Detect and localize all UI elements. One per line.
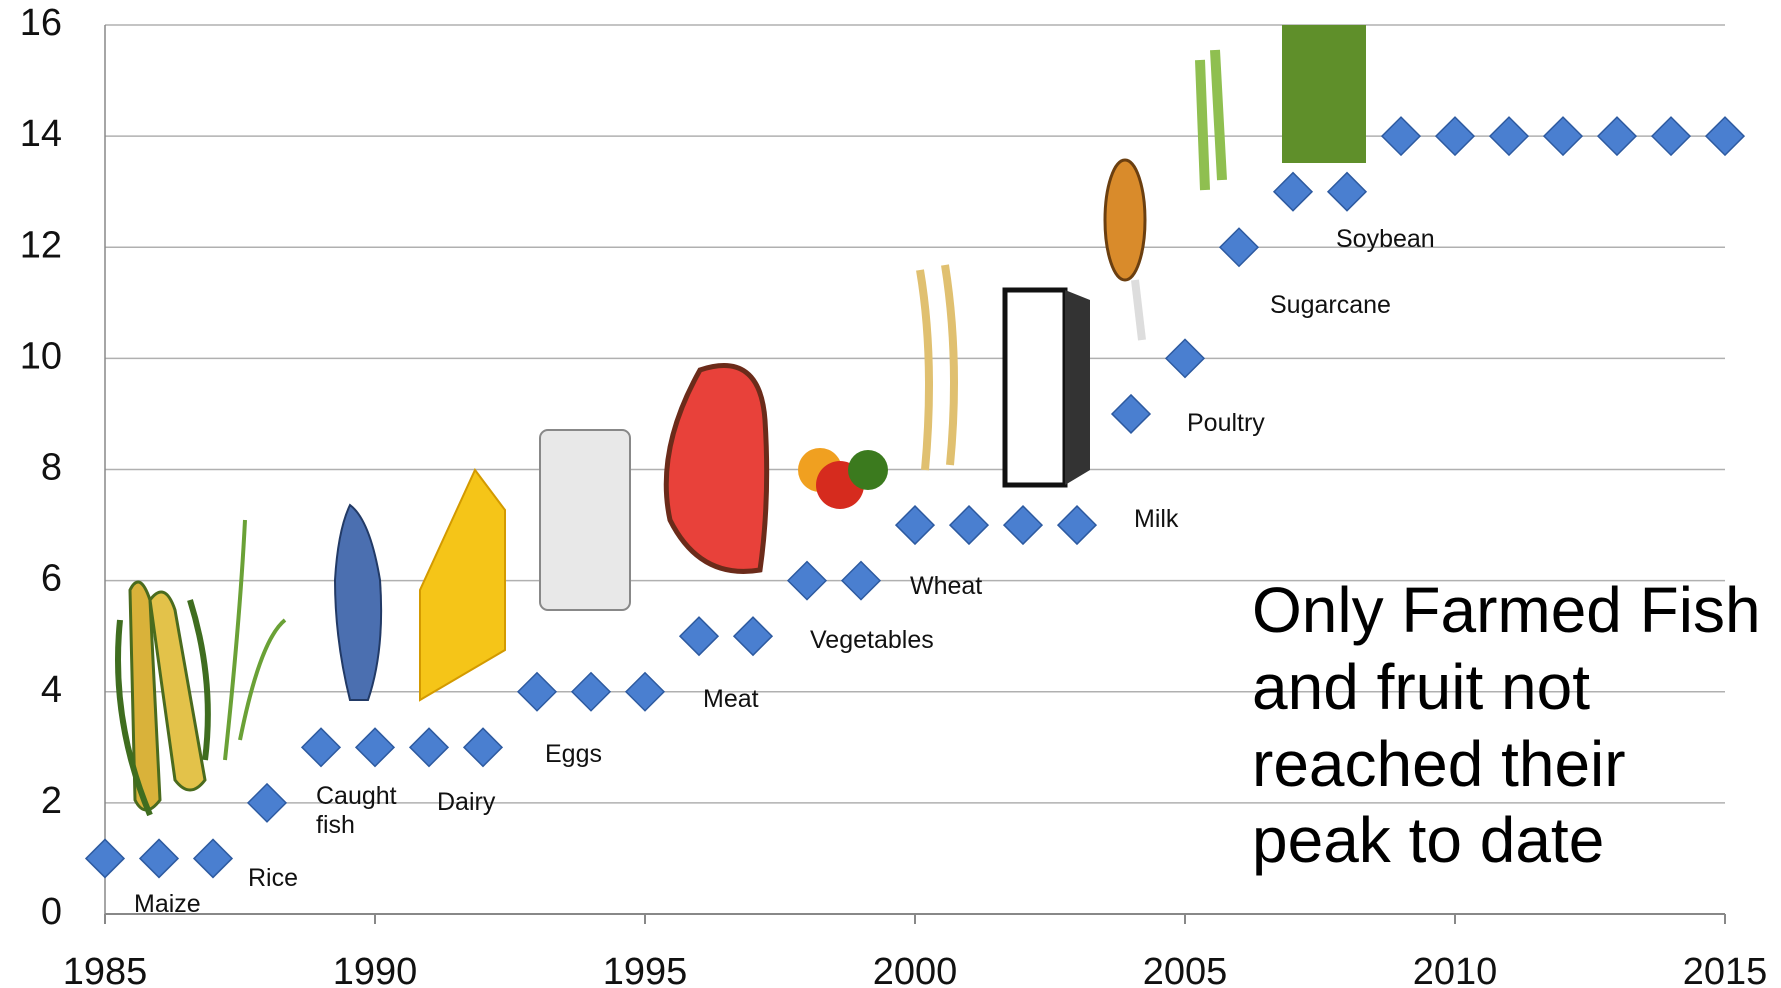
y-tick-label: 12 — [20, 224, 62, 266]
annotation: Poultry — [1187, 409, 1265, 437]
point — [1110, 393, 1152, 434]
point — [786, 560, 828, 601]
point — [732, 616, 774, 657]
point — [894, 505, 936, 546]
point — [246, 782, 288, 823]
point — [462, 727, 504, 768]
point — [1056, 505, 1098, 546]
x-tick-label: 2015 — [1683, 951, 1768, 988]
point — [1002, 505, 1044, 546]
point — [354, 727, 396, 768]
annotation: Eggs — [545, 740, 602, 768]
point — [1272, 171, 1314, 212]
point — [1380, 116, 1422, 157]
point — [1596, 116, 1638, 157]
x-tick-label: 2000 — [873, 951, 958, 988]
x-tick-label: 1985 — [63, 951, 148, 988]
y-tick-label: 16 — [20, 2, 62, 44]
point — [408, 727, 450, 768]
annotation: Dairy — [437, 788, 496, 816]
point — [1650, 116, 1692, 157]
annotation: Sugarcane — [1270, 291, 1391, 319]
point — [1542, 116, 1584, 157]
point — [300, 727, 342, 768]
y-tick-label: 2 — [41, 780, 62, 822]
y-tick-label: 8 — [41, 447, 62, 489]
note: Only Farmed Fish and fruit not reached t… — [1252, 574, 1761, 877]
point — [1164, 338, 1206, 379]
y-tick-label: 10 — [20, 335, 62, 377]
point — [1326, 171, 1368, 212]
point — [1704, 116, 1746, 157]
point — [138, 838, 180, 879]
point — [678, 616, 720, 657]
point — [192, 838, 234, 879]
point — [516, 671, 558, 712]
annotation: Meat — [703, 685, 759, 713]
y-tick-label: 6 — [41, 558, 62, 600]
point — [1488, 116, 1530, 157]
annotation: Vegetables — [810, 626, 934, 654]
x-tick-label: 2010 — [1413, 951, 1498, 988]
point — [840, 560, 882, 601]
illustrations — [115, 25, 1366, 817]
annotation: Milk — [1134, 505, 1179, 533]
x-tick-label: 1995 — [603, 951, 688, 988]
annotation: Caught fish — [316, 782, 397, 839]
x-tick-label: 1990 — [333, 951, 418, 988]
point — [84, 838, 126, 879]
x-tick-label: 2005 — [1143, 951, 1228, 988]
annotation: Wheat — [910, 572, 983, 600]
y-tick-label: 4 — [41, 669, 62, 711]
y-tick-label: 0 — [41, 891, 62, 933]
annotation: Rice — [248, 864, 299, 892]
point — [1434, 116, 1476, 157]
point — [570, 671, 612, 712]
annotation: Maize — [134, 890, 201, 918]
point — [948, 505, 990, 546]
point — [1218, 227, 1260, 268]
annotation: Soybean — [1336, 225, 1435, 253]
y-tick-label: 14 — [20, 113, 62, 155]
point — [624, 671, 666, 712]
